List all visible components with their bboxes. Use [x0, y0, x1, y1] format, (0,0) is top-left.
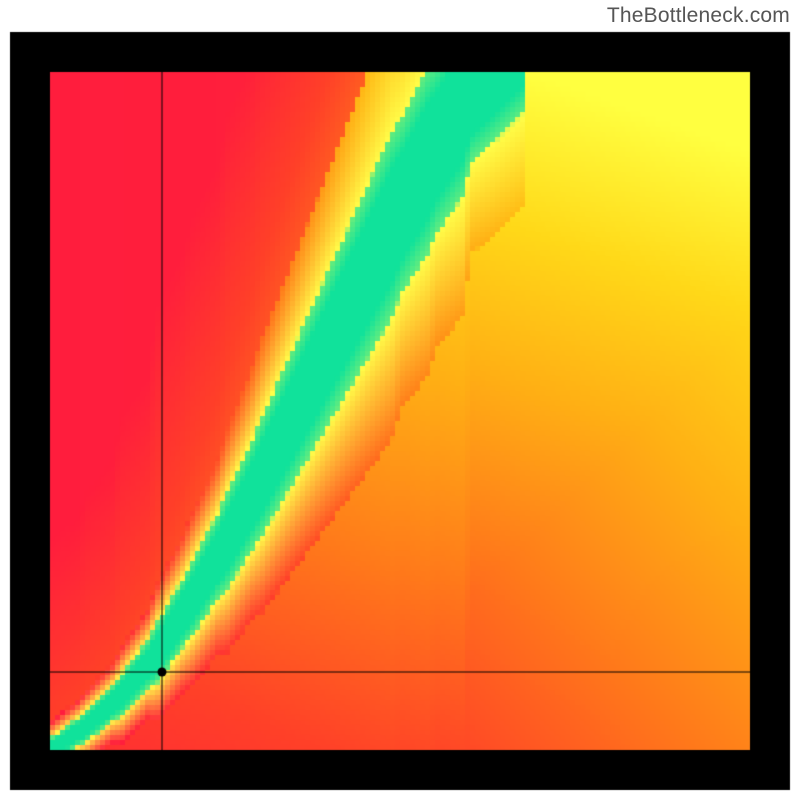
heatmap-canvas — [0, 0, 800, 800]
watermark-text: TheBottleneck.com — [607, 4, 790, 28]
chart-container: TheBottleneck.com — [0, 0, 800, 800]
